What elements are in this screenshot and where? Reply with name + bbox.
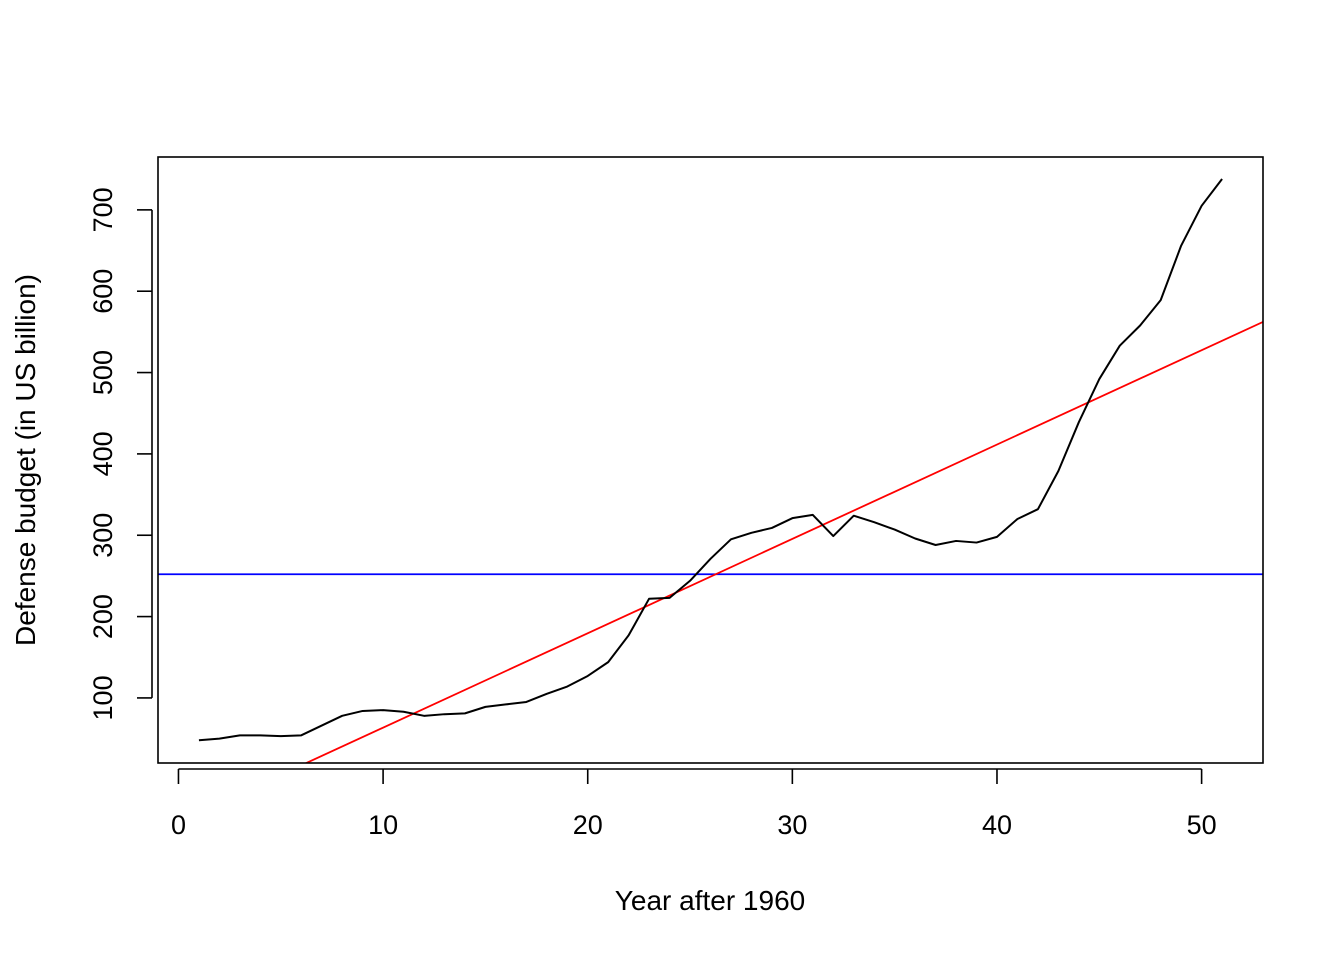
regression-line: [304, 321, 1263, 763]
y-tick-label: 500: [88, 350, 118, 395]
y-tick-label: 100: [88, 675, 118, 720]
x-axis: 0 10 20 30 40 50: [171, 768, 1217, 840]
x-axis-title: Year after 1960: [615, 885, 805, 916]
x-tick-label: 40: [982, 810, 1012, 840]
x-tick-label: 20: [573, 810, 603, 840]
y-tick-label: 400: [88, 431, 118, 476]
y-axis: 100 200 300 400 500 600 700: [88, 187, 153, 720]
y-axis-title: Defense budget (in US billion): [10, 274, 41, 646]
y-tick-label: 700: [88, 187, 118, 232]
x-tick-label: 0: [171, 810, 186, 840]
series-line: [198, 178, 1223, 742]
y-tick-label: 200: [88, 594, 118, 639]
x-tick-label: 30: [777, 810, 807, 840]
plot-frame: [157, 156, 1264, 764]
y-tick-label: 600: [88, 269, 118, 314]
y-tick-label: 300: [88, 513, 118, 558]
x-tick-label: 10: [368, 810, 398, 840]
x-tick-label: 50: [1187, 810, 1217, 840]
